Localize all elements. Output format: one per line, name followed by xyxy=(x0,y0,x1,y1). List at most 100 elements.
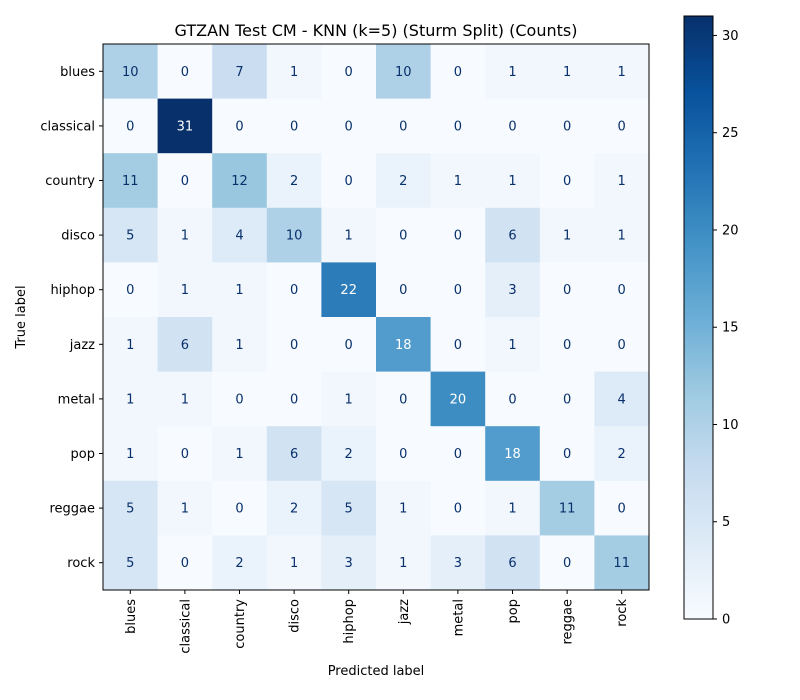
cell-value-label: 2 xyxy=(399,174,407,189)
colorbar-tick-label: 20 xyxy=(722,223,739,238)
colorbar-ticks: 0 5 10 15 20 25 30 xyxy=(713,29,739,628)
cell-value-label: 0 xyxy=(399,283,407,298)
heatmap-cell xyxy=(266,98,322,154)
x-axis-ticks: blues classical country disco hiphop jazz meta… xyxy=(124,590,630,654)
cell-value-label: 0 xyxy=(345,65,353,80)
y-tick-label: rock xyxy=(67,556,95,571)
heatmap-cell xyxy=(594,371,650,427)
heatmap-cell xyxy=(539,44,595,100)
heatmap-cell xyxy=(157,98,213,154)
heatmap-cell xyxy=(430,535,486,591)
cell-value-label: 3 xyxy=(345,556,353,571)
heatmap-cell xyxy=(321,426,377,482)
cell-value-label: 1 xyxy=(345,392,353,407)
heatmap-cell xyxy=(430,44,486,100)
y-tick-label: hiphop xyxy=(50,283,95,298)
heatmap-cell xyxy=(103,207,159,263)
cell-value-label: 5 xyxy=(126,556,134,571)
heatmap-cell xyxy=(430,153,486,209)
colorbar-tick-label: 10 xyxy=(722,418,739,433)
heatmap-cell xyxy=(212,480,268,536)
heatmap-cell xyxy=(266,480,322,536)
heatmap-cell xyxy=(266,317,322,373)
heatmap-cell xyxy=(266,371,322,427)
heatmap-cell xyxy=(485,98,541,154)
cell-value-label: 22 xyxy=(340,283,357,298)
heatmap-cell xyxy=(485,480,541,536)
x-tick-label: hiphop xyxy=(342,599,357,644)
cell-value-label: 1 xyxy=(290,65,298,80)
colorbar-tick-label: 15 xyxy=(722,321,739,336)
cell-value-label: 0 xyxy=(618,283,626,298)
heatmap-cell xyxy=(266,44,322,100)
colorbar-tick-label: 30 xyxy=(722,29,739,44)
cell-value-label: 0 xyxy=(454,447,462,462)
cell-value-label: 1 xyxy=(563,65,571,80)
cell-value-label: 1 xyxy=(618,65,626,80)
cell-value-label: 0 xyxy=(345,174,353,189)
cell-value-label: 0 xyxy=(290,119,298,134)
heatmap-cell xyxy=(594,262,650,318)
cell-value-label: 1 xyxy=(618,174,626,189)
cell-value-label: 1 xyxy=(126,392,134,407)
cell-value-label: 0 xyxy=(454,119,462,134)
heatmap-cell xyxy=(539,371,595,427)
cell-value-label: 0 xyxy=(563,392,571,407)
heatmap-cell xyxy=(321,153,377,209)
cell-value-label: 12 xyxy=(231,174,248,189)
heatmap-cell xyxy=(376,44,432,100)
heatmap-cell xyxy=(266,535,322,591)
heatmap-cell xyxy=(157,262,213,318)
heatmap-cell xyxy=(321,207,377,263)
cell-value-label: 0 xyxy=(345,119,353,134)
heatmap-cell xyxy=(430,371,486,427)
heatmap-cell xyxy=(103,262,159,318)
cell-value-label: 1 xyxy=(181,283,189,298)
heatmap-cell xyxy=(539,98,595,154)
heatmap-cell xyxy=(539,480,595,536)
heatmap-cell xyxy=(321,535,377,591)
cell-value-label: 0 xyxy=(563,556,571,571)
heatmap-cell xyxy=(376,426,432,482)
heatmap-cell xyxy=(103,535,159,591)
heatmap-cell-labels: 10 0 7 1 0 10 0 1 1 10 31 0 0 0 0 0 0 0 011 0 12 2 0 2 1 1 0 15 1 4 10… xyxy=(122,65,630,571)
x-tick-label: metal xyxy=(451,599,466,636)
cell-value-label: 2 xyxy=(345,447,353,462)
heatmap-cell xyxy=(266,262,322,318)
heatmap-cell xyxy=(594,207,650,263)
heatmap-cell xyxy=(157,480,213,536)
heatmap-cell xyxy=(212,207,268,263)
cell-value-label: 0 xyxy=(563,338,571,353)
plot-frame xyxy=(102,43,650,591)
cell-value-label: 0 xyxy=(345,338,353,353)
cell-value-label: 0 xyxy=(290,283,298,298)
cell-value-label: 0 xyxy=(454,229,462,244)
heatmap-cell xyxy=(212,44,268,100)
cell-value-label: 1 xyxy=(508,338,516,353)
heatmap-cell xyxy=(594,153,650,209)
heatmap-cell xyxy=(430,98,486,154)
heatmap-cell xyxy=(485,262,541,318)
x-tick-label: jazz xyxy=(397,599,412,625)
colorbar-tick-label: 0 xyxy=(722,613,730,628)
cell-value-label: 0 xyxy=(563,283,571,298)
cell-value-label: 0 xyxy=(235,119,243,134)
cell-value-label: 0 xyxy=(290,338,298,353)
cell-value-label: 1 xyxy=(563,229,571,244)
heatmap-cell xyxy=(103,44,159,100)
heatmap-cell xyxy=(376,317,432,373)
y-tick-label: reggae xyxy=(49,502,95,517)
heatmap-cell xyxy=(594,317,650,373)
heatmap-cell xyxy=(266,207,322,263)
heatmap-cell xyxy=(430,317,486,373)
heatmap-cell xyxy=(430,426,486,482)
x-tick-label: pop xyxy=(506,599,521,623)
heatmap-cell xyxy=(157,153,213,209)
heatmap-cell xyxy=(430,262,486,318)
cell-value-label: 2 xyxy=(618,447,626,462)
y-tick-label: country xyxy=(45,174,95,189)
cell-value-label: 3 xyxy=(508,283,516,298)
cell-value-label: 1 xyxy=(235,338,243,353)
cell-value-label: 0 xyxy=(181,65,189,80)
heatmap-cell xyxy=(430,480,486,536)
